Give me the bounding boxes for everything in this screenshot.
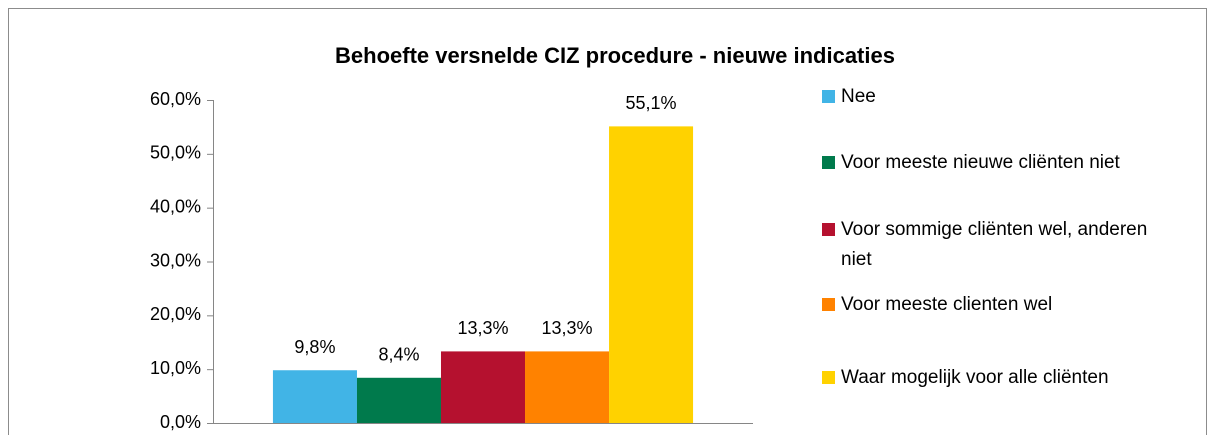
value-label: 13,3% [457,318,508,338]
legend-item: Voor meeste clienten wel [822,290,1152,320]
y-tick-label: 40,0% [150,196,201,216]
y-tick-label: 60,0% [150,89,201,109]
legend-label: Voor meeste nieuwe cliënten niet [841,152,1120,173]
value-label: 9,8% [294,337,335,357]
y-tick-label: 0,0% [160,412,201,432]
y-tick-label: 30,0% [150,250,201,270]
legend-label: Voor meeste clienten wel [841,294,1053,315]
y-tick-label: 20,0% [150,304,201,324]
legend-item: Voor sommige cliënten wel, anderen niet [822,215,1152,275]
legend-swatch [822,90,835,103]
legend-label: Waar mogelijk voor alle cliënten [841,367,1109,388]
bar [272,370,357,423]
legend-swatch [822,223,835,236]
legend-swatch [822,298,835,311]
value-label: 55,1% [626,93,677,113]
legend-item: Waar mogelijk voor alle cliënten [822,363,1152,393]
bar [356,377,441,423]
legend-label: Voor sommige cliënten wel, anderen niet [841,219,1148,270]
y-tick-label: 50,0% [150,143,201,163]
chart-title: Behoefte versnelde CIZ procedure - nieuw… [335,43,895,68]
chart-border [8,8,1207,435]
legend-label: Nee [841,86,876,107]
legend-item: Voor meeste nieuwe cliënten niet [822,148,1152,178]
legend-swatch [822,156,835,169]
y-tick-label: 10,0% [150,358,201,378]
legend-item: Nee [822,82,1152,112]
value-label: 13,3% [542,318,593,338]
bar [525,351,610,423]
bar [440,351,526,423]
legend-swatch [822,371,835,384]
bar [609,126,694,424]
value-label: 8,4% [378,345,419,365]
